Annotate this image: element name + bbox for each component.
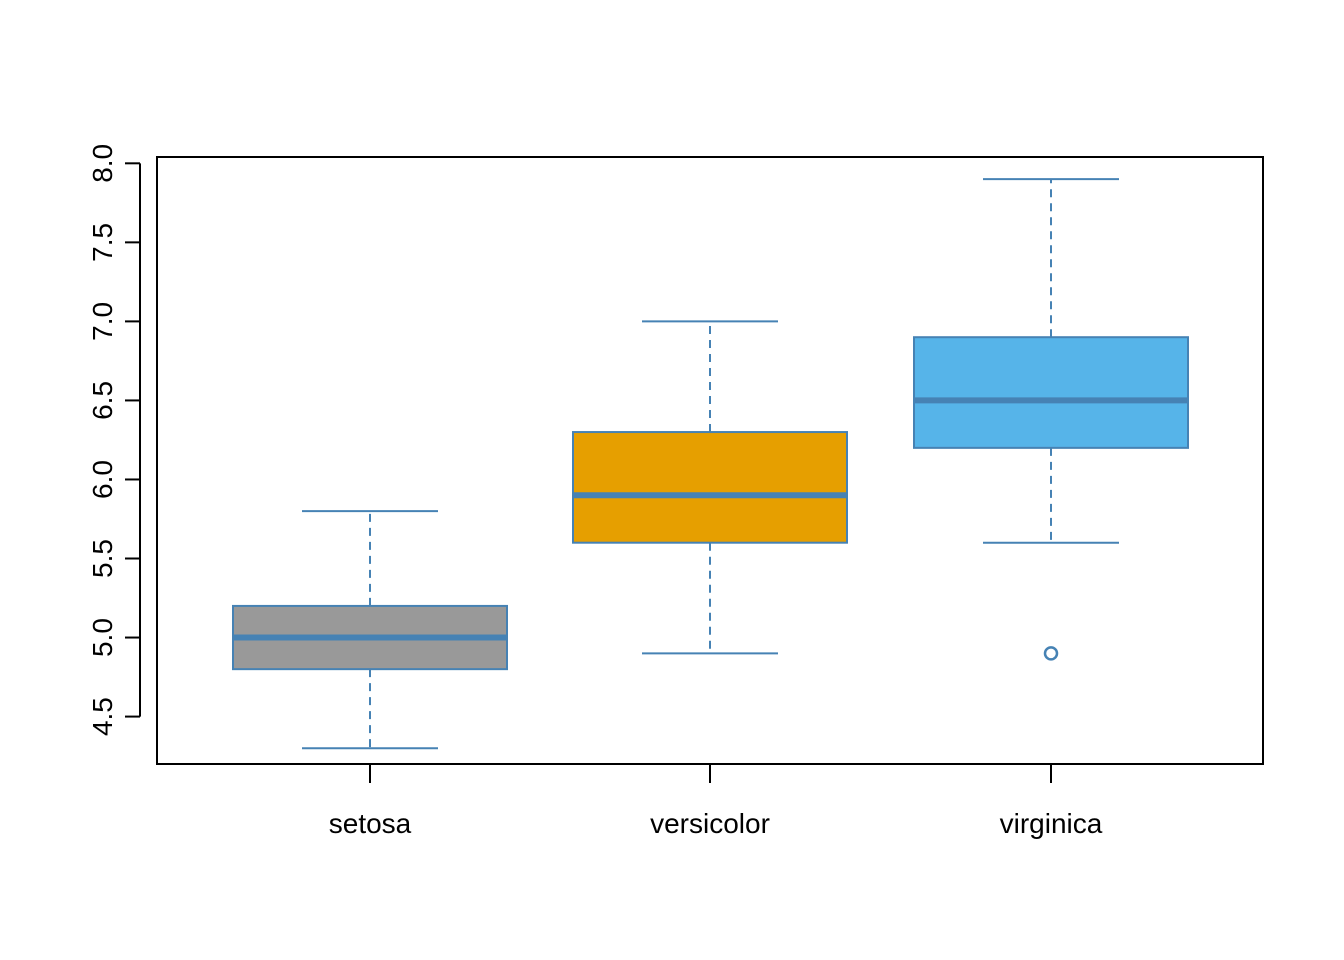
y-tick-label: 6.0	[87, 460, 118, 499]
outlier-point	[1043, 646, 1059, 661]
y-tick-label: 4.5	[87, 697, 118, 736]
x-tick-label: setosa	[329, 808, 412, 839]
y-tick-label: 5.5	[87, 539, 118, 578]
y-tick-label: 5.0	[87, 618, 118, 657]
iqr-box	[913, 336, 1189, 449]
y-tick-label: 8.0	[87, 144, 118, 183]
x-tick-label: virginica	[1000, 808, 1103, 839]
iqr-box	[572, 431, 848, 544]
y-tick-label: 7.5	[87, 223, 118, 262]
box-virginica	[913, 178, 1189, 661]
box-setosa	[232, 510, 508, 750]
y-tick-label: 6.5	[87, 381, 118, 420]
boxes	[232, 178, 1189, 750]
y-tick-label: 7.0	[87, 302, 118, 341]
box-versicolor	[572, 320, 848, 655]
x-tick-label: versicolor	[650, 808, 770, 839]
y-axis: 4.5 5.0 5.5 6.0 6.5 7.0 7.5 8.0	[87, 144, 141, 736]
x-axis: setosa versicolor virginica	[329, 763, 1103, 839]
